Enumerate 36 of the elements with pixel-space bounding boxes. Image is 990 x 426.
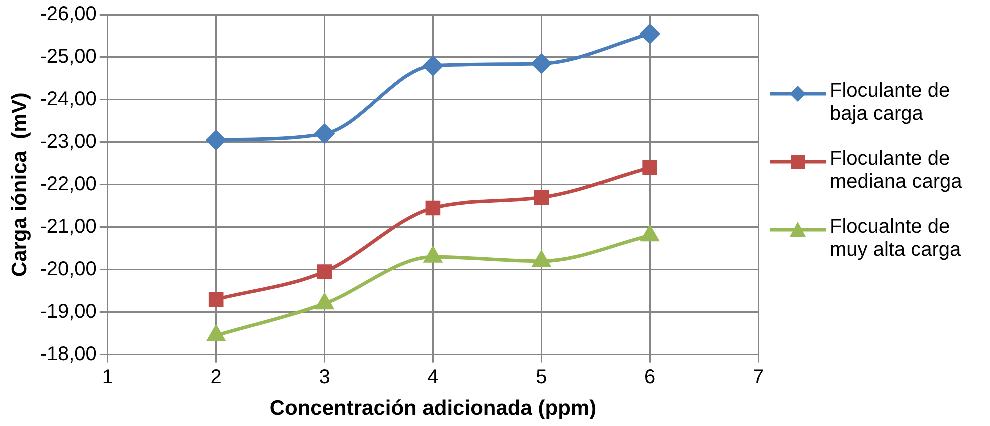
legend-label: Flocualnte de muy alta carga (830, 216, 962, 262)
point (640, 24, 660, 44)
x-tick-label: 4 (428, 366, 439, 388)
point (534, 190, 550, 206)
x-tick-label: 6 (644, 366, 656, 388)
x-tick-label: 5 (536, 366, 548, 388)
y-axis-title: Carga iónica (mV) (8, 92, 32, 278)
point (316, 294, 334, 310)
point (317, 264, 332, 280)
x-tick-label: 1 (102, 366, 114, 388)
y-tick-label: -26,00 (40, 4, 97, 26)
x-tick-label: 2 (210, 366, 222, 388)
y-tick-label: -24,00 (40, 88, 97, 110)
y-tick-label: -23,00 (40, 130, 97, 153)
y-tick-label: -19,00 (40, 300, 97, 323)
point (642, 160, 658, 176)
y-tick-label: -22,00 (40, 173, 97, 196)
point (206, 130, 226, 150)
point (208, 292, 224, 307)
point (315, 124, 335, 144)
point (532, 54, 552, 74)
point (532, 252, 550, 268)
legend-label: Floculante de baja carga (830, 80, 952, 126)
x-axis-title: Concentración adicionada (ppm) (270, 397, 597, 420)
point (426, 200, 441, 216)
x-tick-label: 7 (752, 366, 764, 388)
point (423, 56, 443, 76)
point (641, 226, 659, 242)
y-tick-label: -20,00 (40, 258, 97, 280)
point (424, 247, 442, 263)
y-tick-label: -18,00 (40, 343, 97, 366)
y-tick-label: -25,00 (40, 46, 97, 68)
x-tick-label: 3 (319, 366, 330, 388)
y-tick-label: -21,00 (40, 216, 97, 238)
point (208, 326, 226, 342)
legend-label: Floculante de mediana carga (830, 148, 964, 194)
